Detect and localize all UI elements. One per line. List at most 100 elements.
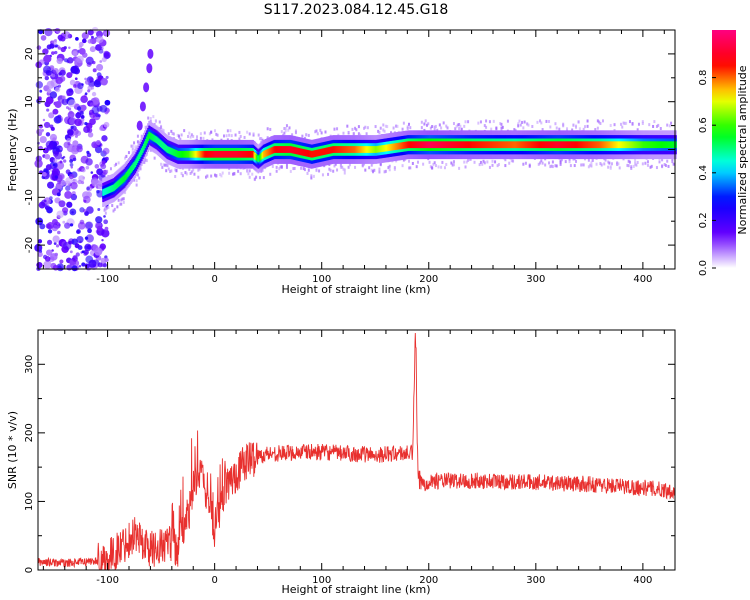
spectrogram-ridge (606, 141, 609, 149)
spectrogram-ridge (252, 150, 254, 158)
spectrogram-ridge (312, 150, 314, 158)
spectrogram-haze (112, 209, 115, 213)
spectrogram-haze (488, 120, 491, 124)
spectrogram-haze (215, 173, 218, 177)
spectrogram-haze (425, 123, 428, 127)
spectrogram-speckle (43, 121, 51, 129)
spectrogram-ridge (301, 148, 304, 156)
spectrogram-ridge (274, 146, 277, 153)
spectrogram-ridge (354, 146, 357, 153)
spectrogram-haze (555, 126, 558, 130)
spectrogram-ridge (269, 148, 272, 155)
spectrogram-speckle (102, 147, 110, 155)
spectrogram-ridge (456, 141, 459, 149)
spectrogram-ridge (575, 141, 578, 149)
spectrogram-haze (300, 166, 303, 170)
spectrogram-ridge (261, 151, 264, 159)
spectrogram-ridge (389, 144, 391, 151)
spectrogram-ridge (441, 141, 444, 149)
spectrogram-ridge (370, 146, 373, 153)
spectrogram-ridge (407, 141, 410, 149)
spectrogram-ridge (129, 167, 131, 175)
spectrogram-ridge (120, 177, 123, 185)
colorbar: 0.0 0.2 0.4 0.6 0.8 Normalized spectral ampl… (698, 30, 749, 276)
spectrogram-ridge (489, 141, 492, 149)
spectrogram-ridge (178, 150, 181, 158)
spectrogram-ridge (365, 146, 368, 153)
spectrogram-haze (346, 124, 349, 128)
spectrogram-haze (469, 157, 472, 161)
spectrogram-ridge (609, 141, 612, 149)
spectrogram-haze (303, 168, 306, 172)
spectrogram-haze (289, 169, 292, 173)
spectrogram-ridge (369, 146, 372, 153)
spectrogram-haze (162, 129, 165, 133)
spectrogram-haze (630, 165, 633, 169)
spectrogram-ridge (501, 141, 504, 149)
spectrogram-haze (416, 160, 419, 164)
spectrogram-haze (334, 162, 337, 166)
spectrogram-speckle (79, 111, 84, 116)
spectrogram-haze (152, 115, 155, 119)
spectrogram-speckle (52, 108, 59, 115)
spectrogram-haze (294, 131, 297, 135)
spectrogram-haze (387, 166, 390, 170)
spectrogram-ridge (393, 143, 396, 151)
spectrogram-ridge (364, 146, 367, 153)
spectrogram-haze (370, 168, 373, 172)
spectrogram-ridge (175, 149, 177, 157)
spectrogram-haze (145, 159, 148, 163)
spectrogram-haze (551, 160, 554, 164)
spectrogram-ridge (593, 141, 596, 149)
spectrogram-ridge (351, 146, 354, 153)
spectrogram-haze (246, 130, 249, 134)
spectrogram-ridge (188, 150, 191, 158)
spectrogram-haze (641, 162, 644, 166)
spectrogram-haze (450, 161, 453, 165)
spectrogram-haze (524, 161, 527, 165)
spectrogram-ridge (465, 141, 467, 149)
spectrogram-ridge (595, 141, 598, 149)
spectrogram-ridge (207, 150, 209, 158)
spectrogram-ridge (355, 146, 358, 153)
spectrogram-ridge (319, 149, 322, 156)
spectrogram-ridge (613, 141, 616, 149)
spectrogram-speckle (88, 77, 94, 83)
spectrogram-haze (488, 165, 491, 169)
spectrogram-haze (135, 183, 138, 187)
spectrogram-speckle (67, 99, 76, 108)
spectrogram-haze (667, 164, 670, 168)
spectrogram-haze (352, 132, 355, 136)
spectrogram-speckle (53, 158, 58, 163)
spectrogram-ridge (149, 132, 152, 140)
spectrogram-speckle (37, 239, 43, 244)
spectrogram-ridge (498, 141, 501, 149)
spectrogram-ridge (520, 141, 523, 149)
spectrogram-ridge (126, 170, 129, 178)
spectrogram-ridge (660, 141, 662, 149)
spectrogram-speckle (64, 222, 71, 229)
spectrogram-haze (467, 158, 470, 162)
spectrogram-ridge (288, 146, 291, 153)
spectrogram-ridge (177, 150, 179, 158)
spectrogram-haze (433, 161, 436, 165)
spectrogram-ridge (138, 152, 141, 159)
spectrogram-speckle (66, 201, 73, 208)
spectrogram-haze (499, 122, 502, 126)
spectrogram-ridge (603, 141, 606, 149)
spectrogram-ridge (277, 146, 280, 153)
spectrogram-haze (314, 130, 317, 134)
spectrogram-haze (661, 165, 664, 169)
spectrogram-ridge (380, 145, 383, 153)
spectrogram-haze (508, 161, 511, 165)
spectrogram-ridge (512, 141, 515, 149)
spectrogram-ridge (278, 146, 281, 153)
spectrogram-haze (433, 128, 436, 132)
spectrogram-ridge (672, 141, 675, 149)
spectrogram-ridge (422, 141, 425, 149)
spectrogram-ridge (513, 141, 516, 149)
spectrogram-speckle (89, 102, 95, 107)
spectrogram-haze (343, 168, 346, 172)
snr-line (37, 332, 676, 572)
spectrogram-haze (586, 124, 589, 128)
